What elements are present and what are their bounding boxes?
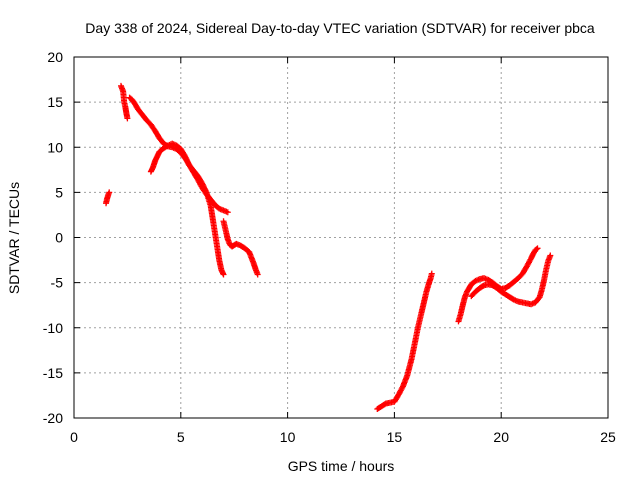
data-point-marker <box>106 189 113 196</box>
data-point-marker <box>533 246 540 253</box>
series-track-2 <box>117 82 131 122</box>
series-track-4 <box>147 140 227 278</box>
x-tick-label: 10 <box>280 429 296 445</box>
data-point-marker <box>124 115 131 122</box>
series-track-6 <box>374 270 435 412</box>
x-tick-label: 5 <box>177 429 185 445</box>
y-axis-label: SDTVAR / TECUs <box>6 182 22 294</box>
series-track-7 <box>455 245 541 325</box>
y-tick-label: -10 <box>43 320 63 336</box>
x-axis-label: GPS time / hours <box>288 458 395 474</box>
series-track-8 <box>468 252 554 308</box>
series-track-1 <box>103 189 113 207</box>
y-tick-label: 20 <box>47 49 63 65</box>
y-tick-label: -20 <box>43 410 63 426</box>
data-point-marker <box>428 270 435 277</box>
data-point-marker <box>547 252 554 259</box>
y-tick-label: 0 <box>55 230 63 246</box>
chart-title: Day 338 of 2024, Sidereal Day-to-day VTE… <box>85 20 595 36</box>
x-tick-label: 0 <box>70 429 78 445</box>
data-point-marker <box>534 245 541 252</box>
data-point-marker <box>254 271 261 278</box>
data-series <box>103 82 554 412</box>
data-point-marker <box>224 209 231 216</box>
y-tick-label: -5 <box>51 275 64 291</box>
y-tick-label: -15 <box>43 365 63 381</box>
y-tick-label: 5 <box>55 184 63 200</box>
axis-ticks: 0 5 10 15 20 25 -20 -15 -10 -5 0 5 10 15 20 <box>43 49 616 445</box>
data-point-marker <box>220 271 227 278</box>
x-tick-label: 20 <box>493 429 509 445</box>
grid-lines <box>74 57 608 418</box>
x-tick-label: 25 <box>600 429 616 445</box>
y-tick-label: 10 <box>47 139 63 155</box>
x-tick-label: 15 <box>387 429 403 445</box>
series-track-3 <box>126 94 231 216</box>
y-tick-label: 15 <box>47 94 63 110</box>
series-track-5 <box>220 218 261 278</box>
